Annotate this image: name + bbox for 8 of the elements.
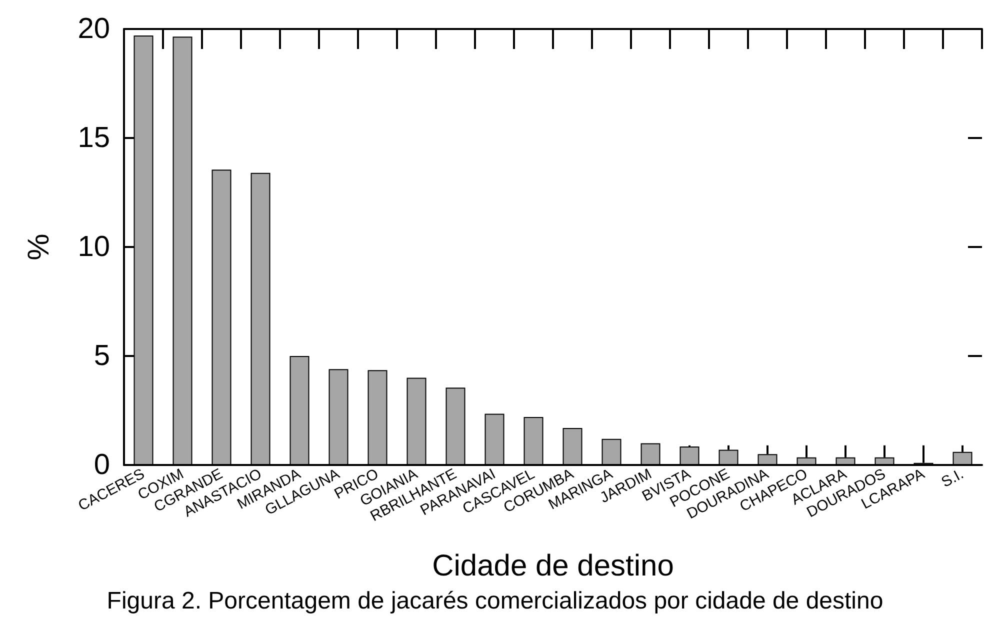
x-tick-label: S.I. — [938, 465, 966, 492]
y-tick-label: 5 — [94, 340, 110, 372]
y-tick-label: 15 — [78, 122, 110, 154]
x-axis-title: Cidade de destino — [432, 550, 674, 582]
text: Figura 2. Porcentagem de jacarés comercializados por cidade de destino — [106, 588, 884, 614]
y-tick-label: 20 — [78, 13, 110, 45]
y-axis-title: % — [22, 234, 56, 260]
y-tick-label: 10 — [78, 231, 110, 263]
